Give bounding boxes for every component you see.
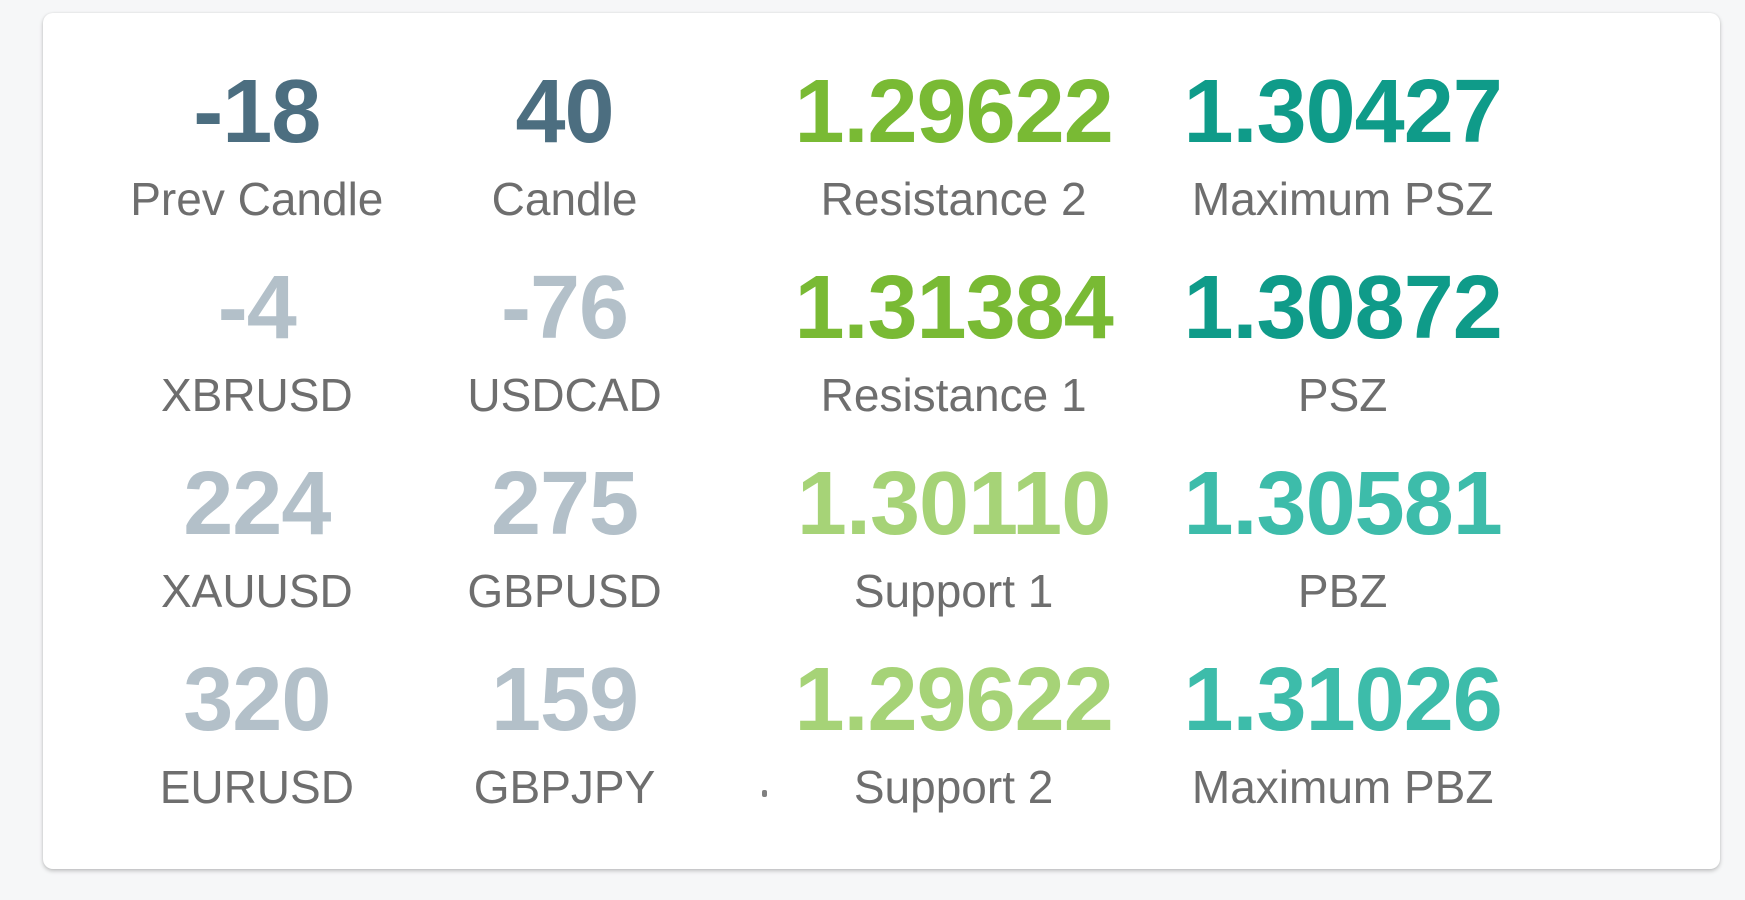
stats-card: -18 Prev Candle 40 Candle 1.29622 Resistance … [43, 13, 1720, 869]
stat-label: PBZ [1297, 565, 1388, 618]
stat-cell-resistance-2: 1.29622 Resistance 2 [658, 49, 1248, 245]
stat-cell-gbpusd: 275 GBPUSD [467, 441, 661, 637]
stat-label: Support 1 [853, 565, 1054, 618]
stat-cell-support-1: 1.30110 Support 1 [658, 441, 1248, 637]
stat-label: Resistance 1 [820, 369, 1087, 422]
stat-label: GBPJPY [473, 761, 656, 814]
stat-value: 1.29622 [794, 61, 1113, 162]
stat-label: Candle [491, 173, 638, 226]
stats-grid: -18 Prev Candle 40 Candle 1.29622 Resistance … [43, 49, 1503, 833]
stat-value: -4 [217, 257, 297, 358]
stat-cell-prev-candle: -18 Prev Candle [43, 49, 471, 245]
stat-value: -18 [193, 61, 321, 162]
stat-label: XAUUSD [160, 565, 353, 618]
stat-cell-resistance-1: 1.31384 Resistance 1 [658, 245, 1248, 441]
stat-value: 224 [183, 453, 331, 554]
stat-value: 40 [515, 61, 614, 162]
stat-cell-maximum-psz: 1.30427 Maximum PSZ [1184, 49, 1503, 245]
stat-value: 1.31384 [794, 257, 1113, 358]
stat-label: Maximum PBZ [1191, 761, 1494, 814]
stat-value: 159 [490, 649, 639, 750]
stat-cell-xbrusd: -4 XBRUSD [43, 245, 471, 441]
stat-cell-eurusd: 320 EURUSD [43, 637, 471, 833]
stat-value: 1.30427 [1183, 61, 1503, 162]
stat-label: Prev Candle [130, 173, 384, 226]
stat-label: XBRUSD [160, 369, 353, 422]
stat-value: 1.31026 [1183, 649, 1503, 750]
stat-cell-xauusd: 224 XAUUSD [43, 441, 471, 637]
stat-cell-candle: 40 Candle [471, 49, 659, 245]
stat-value: 275 [490, 453, 639, 554]
stat-value: 1.29622 [794, 649, 1113, 750]
stat-cell-support-2: 1.29622 Support 2 [658, 637, 1248, 833]
stat-cell-gbpjpy: 159 GBPJPY [471, 637, 659, 833]
stat-cell-psz: 1.30872 PSZ [1184, 245, 1503, 441]
stat-value: 1.30581 [1183, 453, 1503, 554]
stat-label: Resistance 2 [820, 173, 1087, 226]
stat-label: Maximum PSZ [1191, 173, 1494, 226]
stat-label: PSZ [1297, 369, 1388, 422]
stat-cell-maximum-pbz: 1.31026 Maximum PBZ [1184, 637, 1503, 833]
stray-dot-artifact [762, 790, 767, 797]
stat-label: GBPUSD [467, 565, 662, 618]
stat-value: 320 [183, 649, 331, 750]
stat-value: 1.30110 [796, 453, 1111, 554]
stat-cell-usdcad: -76 USDCAD [467, 245, 661, 441]
stat-value: 1.30872 [1183, 257, 1503, 358]
stat-label: EURUSD [159, 761, 354, 814]
stat-value: -76 [501, 257, 629, 358]
stat-label: Support 2 [853, 761, 1054, 814]
stat-label: USDCAD [467, 369, 662, 422]
stat-cell-pbz: 1.30581 PBZ [1184, 441, 1503, 637]
